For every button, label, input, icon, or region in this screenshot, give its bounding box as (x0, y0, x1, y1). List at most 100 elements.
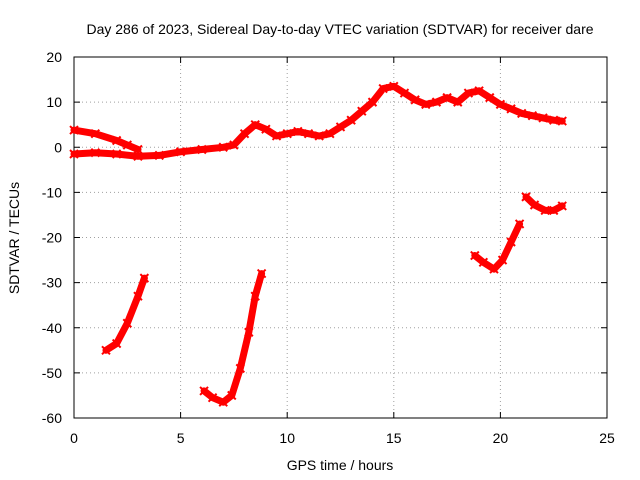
x-tick-label: 20 (493, 430, 509, 446)
chart-title: Day 286 of 2023, Sidereal Day-to-day VTE… (86, 21, 593, 37)
data-point (548, 115, 559, 125)
data-point (111, 149, 122, 159)
data-point (175, 147, 186, 157)
data-point (399, 88, 410, 98)
data-point (497, 255, 508, 265)
data-point (133, 291, 143, 301)
data-point (256, 268, 267, 279)
data-point (122, 140, 133, 150)
data-point (303, 129, 314, 139)
y-axis-label: SDTVAR / TECUs (6, 182, 22, 294)
y-axis: -60 -50 -40 -30 -20 -10 0 10 20 (42, 49, 607, 426)
data-point (282, 129, 292, 139)
y-tick-label: 0 (54, 139, 62, 155)
data-point (325, 129, 335, 139)
data-point (346, 115, 356, 125)
series-line (471, 220, 524, 273)
y-tick-label: -30 (42, 275, 62, 291)
data-point (335, 122, 346, 132)
data-point (367, 97, 378, 107)
data-point (133, 151, 143, 161)
series-arc-main (69, 81, 567, 161)
data-point (495, 99, 506, 110)
data-point (250, 119, 260, 130)
x-tick-label: 10 (279, 430, 295, 446)
data-point (261, 124, 271, 134)
data-point (218, 397, 228, 407)
data-point (506, 237, 516, 247)
series-arc-b (199, 268, 267, 407)
x-axis-label: GPS time / hours (287, 457, 394, 473)
data-point (111, 135, 122, 146)
x-tick-label: 0 (70, 430, 78, 446)
data-point (527, 110, 538, 121)
data-point (506, 104, 516, 114)
data-point (235, 363, 246, 374)
y-tick-label: -10 (42, 184, 62, 200)
data-point (133, 144, 143, 155)
data-point (557, 201, 567, 211)
data-point (111, 338, 122, 349)
data-point (557, 116, 567, 126)
data-point (453, 97, 463, 107)
data-point (122, 318, 133, 328)
data-point (90, 129, 101, 139)
series-arc-d (521, 192, 567, 216)
data-point (101, 345, 111, 356)
data-point (90, 147, 101, 158)
data-point (244, 327, 254, 337)
data-series (69, 81, 567, 407)
data-point (474, 86, 484, 96)
data-point (529, 200, 540, 210)
data-point (485, 92, 495, 103)
y-tick-label: -20 (42, 230, 62, 246)
data-point (514, 219, 525, 229)
y-tick-label: -40 (42, 320, 62, 336)
grid (74, 57, 607, 418)
y-tick-label: -50 (42, 365, 62, 381)
data-point (421, 99, 431, 110)
y-tick-label: -60 (42, 410, 62, 426)
data-point (199, 386, 209, 396)
data-point (389, 81, 399, 92)
data-point (69, 149, 79, 159)
data-point (378, 83, 388, 94)
data-point (521, 192, 531, 202)
data-point (139, 273, 150, 283)
data-point (517, 108, 527, 119)
data-point (154, 150, 164, 161)
data-point (357, 106, 367, 116)
data-point (314, 131, 324, 141)
data-point (207, 392, 218, 403)
data-point (431, 97, 442, 107)
data-point (239, 129, 250, 139)
data-point (250, 291, 260, 301)
series-line (102, 274, 148, 354)
data-point (271, 131, 282, 141)
series-arc-a (101, 273, 150, 356)
data-point (470, 250, 480, 261)
series-arc-c (470, 219, 525, 274)
x-axis: 0 5 10 15 20 25 (70, 57, 615, 446)
y-tick-label: 10 (46, 94, 62, 110)
data-point (293, 126, 303, 137)
data-point (540, 205, 550, 216)
series-arc-upper-left (69, 125, 143, 155)
x-tick-label: 15 (386, 430, 402, 446)
x-tick-label: 5 (177, 430, 185, 446)
data-point (218, 142, 228, 152)
data-point (478, 257, 489, 268)
data-point (227, 390, 237, 401)
data-point (548, 205, 559, 216)
data-point (489, 264, 499, 274)
y-tick-label: 20 (46, 49, 62, 65)
data-point (69, 125, 79, 135)
data-point (410, 95, 420, 105)
x-tick-label: 25 (599, 430, 615, 446)
data-point (463, 88, 474, 98)
data-point (229, 140, 239, 150)
series-line (70, 82, 566, 160)
data-point (442, 92, 452, 103)
data-point (538, 113, 548, 123)
